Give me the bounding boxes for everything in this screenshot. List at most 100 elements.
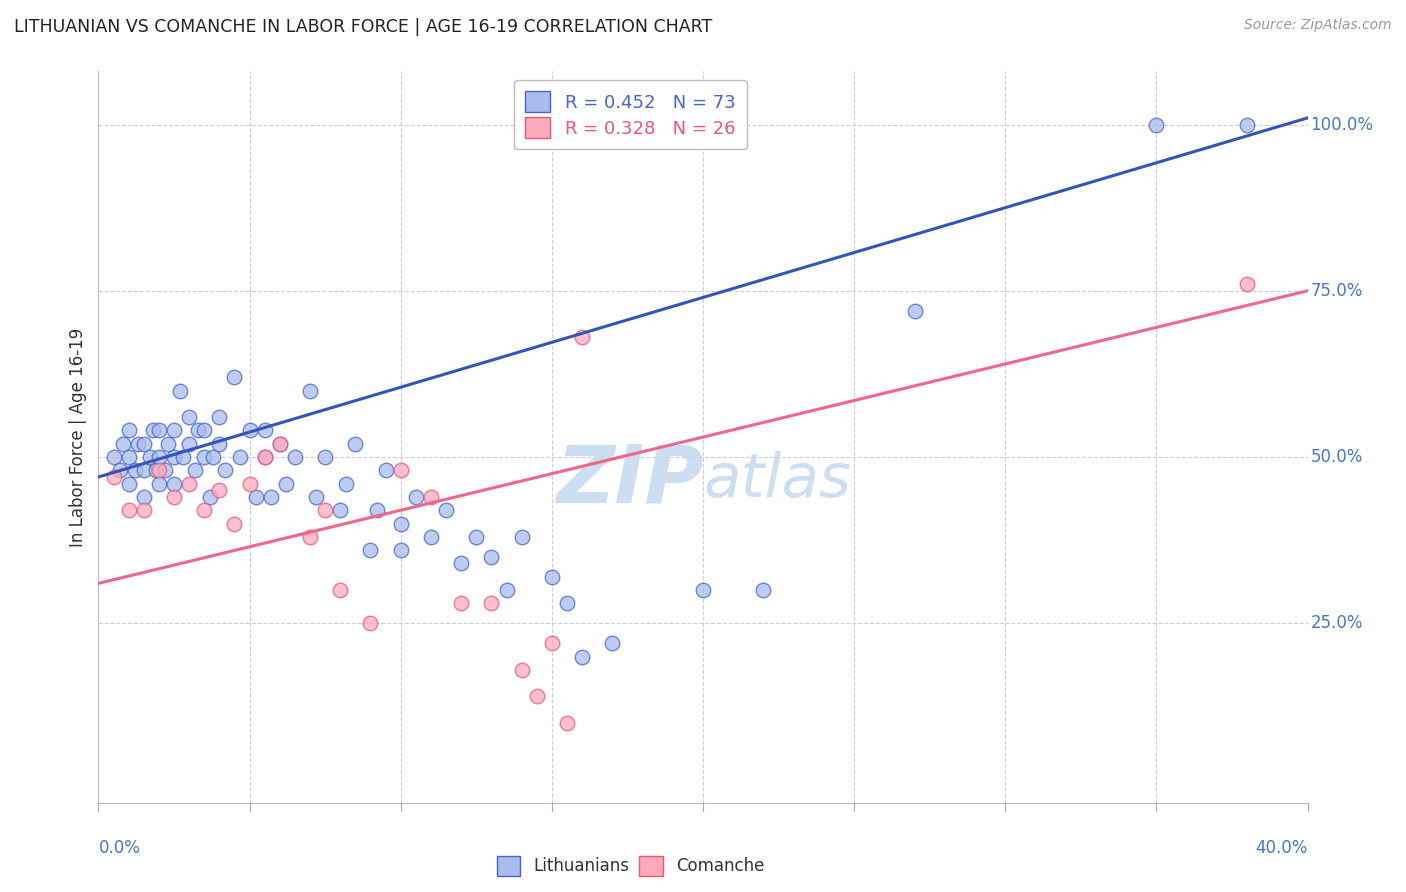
Point — [132, 436, 155, 450]
Point — [208, 483, 231, 498]
Point — [510, 663, 533, 677]
Y-axis label: In Labor Force | Age 16-19: In Labor Force | Age 16-19 — [69, 327, 87, 547]
Point — [405, 490, 427, 504]
Point — [481, 549, 503, 564]
Point — [360, 616, 382, 631]
Point — [389, 463, 412, 477]
Point — [329, 503, 352, 517]
Point — [1236, 118, 1258, 132]
Text: Source: ZipAtlas.com: Source: ZipAtlas.com — [1244, 18, 1392, 32]
Text: 100.0%: 100.0% — [1310, 116, 1374, 134]
Point — [389, 516, 412, 531]
Point — [193, 503, 215, 517]
Point — [904, 303, 927, 318]
Point — [193, 450, 215, 464]
Point — [148, 463, 170, 477]
Point — [224, 516, 246, 531]
Point — [245, 490, 267, 504]
Point — [239, 424, 262, 438]
Point — [419, 530, 441, 544]
Point — [434, 503, 457, 517]
Point — [253, 450, 276, 464]
Point — [305, 490, 328, 504]
Point — [419, 490, 441, 504]
Point — [299, 384, 322, 398]
Point — [510, 530, 533, 544]
Point — [111, 436, 134, 450]
Point — [314, 450, 336, 464]
Point — [540, 570, 562, 584]
Point — [239, 476, 262, 491]
Point — [156, 436, 179, 450]
Point — [124, 463, 146, 477]
Point — [184, 463, 207, 477]
Point — [1144, 118, 1167, 132]
Point — [540, 636, 562, 650]
Point — [208, 410, 231, 425]
Point — [602, 636, 624, 650]
Point — [177, 476, 201, 491]
Point — [269, 436, 291, 450]
Point — [169, 384, 191, 398]
Point — [299, 530, 322, 544]
Point — [344, 436, 367, 450]
Point — [555, 596, 578, 610]
Point — [163, 450, 186, 464]
Point — [163, 490, 186, 504]
Point — [465, 530, 488, 544]
Point — [360, 543, 382, 558]
Point — [450, 596, 472, 610]
Point — [495, 582, 517, 597]
Point — [260, 490, 283, 504]
Point — [163, 476, 186, 491]
Point — [274, 476, 297, 491]
Point — [177, 410, 201, 425]
Point — [224, 370, 246, 384]
Text: atlas: atlas — [703, 451, 851, 510]
Point — [481, 596, 503, 610]
Point — [335, 476, 357, 491]
Point — [366, 503, 388, 517]
Point — [132, 463, 155, 477]
Text: 75.0%: 75.0% — [1310, 282, 1362, 300]
Point — [153, 463, 176, 477]
Point — [148, 476, 170, 491]
Point — [103, 470, 125, 484]
Point — [202, 450, 225, 464]
Point — [374, 463, 396, 477]
Point — [132, 490, 155, 504]
Point — [187, 424, 209, 438]
Text: 25.0%: 25.0% — [1310, 615, 1362, 632]
Point — [193, 424, 215, 438]
Point — [145, 463, 167, 477]
Point — [752, 582, 775, 597]
Point — [269, 436, 291, 450]
Text: LITHUANIAN VS COMANCHE IN LABOR FORCE | AGE 16-19 CORRELATION CHART: LITHUANIAN VS COMANCHE IN LABOR FORCE | … — [14, 18, 713, 36]
Point — [692, 582, 714, 597]
Point — [450, 557, 472, 571]
Point — [208, 436, 231, 450]
Point — [142, 424, 165, 438]
Point — [118, 424, 141, 438]
Point — [139, 450, 162, 464]
Point — [389, 543, 412, 558]
Legend: Lithuanians, Comanche: Lithuanians, Comanche — [489, 850, 770, 882]
Point — [172, 450, 194, 464]
Point — [329, 582, 352, 597]
Point — [284, 450, 307, 464]
Text: 0.0%: 0.0% — [98, 839, 141, 857]
Point — [127, 436, 149, 450]
Point — [103, 450, 125, 464]
Point — [253, 450, 276, 464]
Point — [571, 330, 593, 344]
Point — [118, 450, 141, 464]
Point — [1236, 277, 1258, 292]
Point — [571, 649, 593, 664]
Point — [229, 450, 252, 464]
Point — [163, 424, 186, 438]
Point — [200, 490, 222, 504]
Point — [118, 476, 141, 491]
Point — [148, 424, 170, 438]
Text: ZIP: ZIP — [555, 442, 703, 520]
Point — [253, 424, 276, 438]
